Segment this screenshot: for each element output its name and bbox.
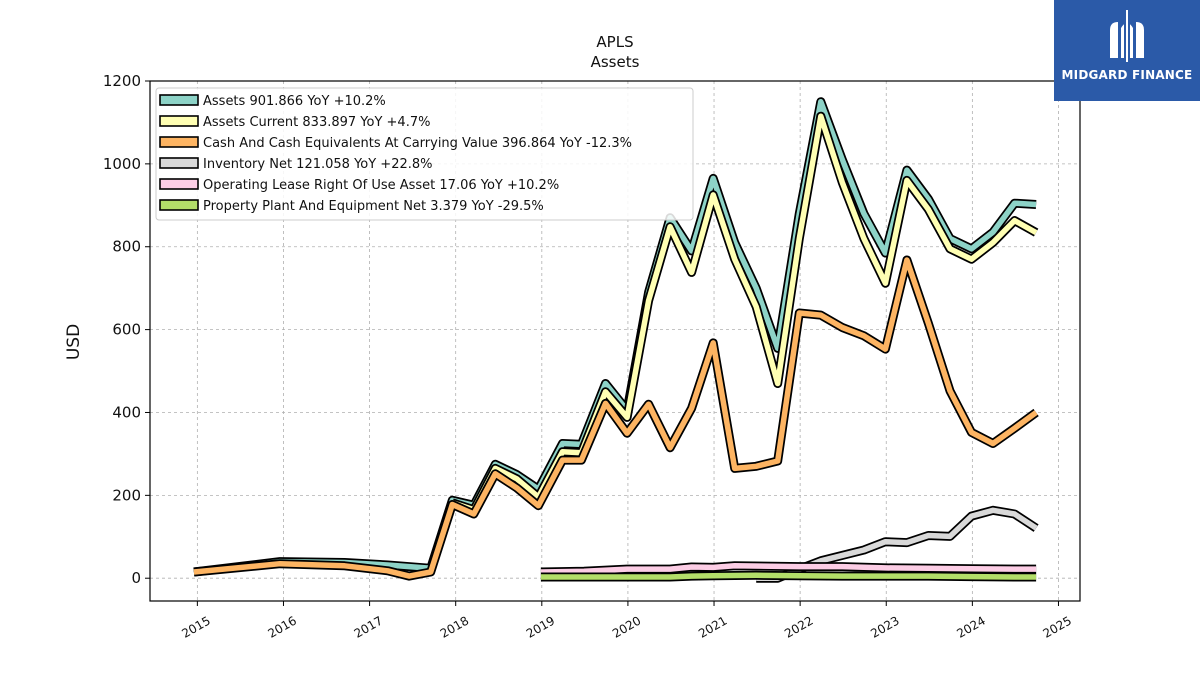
chart-title: APLS xyxy=(596,33,633,51)
x-tick-label: 2020 xyxy=(610,613,643,640)
legend-entry: Cash And Cash Equivalents At Carrying Va… xyxy=(203,136,632,151)
legend-swatch xyxy=(159,178,199,190)
legend-entry: Operating Lease Right Of Use Asset 17.06… xyxy=(203,178,559,193)
legend-swatch xyxy=(159,94,199,106)
legend-box xyxy=(155,87,694,221)
x-tick-label: 2018 xyxy=(438,613,471,640)
series-4 xyxy=(540,561,1037,577)
legend-entry: Property Plant And Equipment Net 3.379 Y… xyxy=(203,199,544,214)
series-line xyxy=(540,563,1037,575)
legend: Assets 901.866 YoY +10.2% Assets Current … xyxy=(155,87,694,221)
series-line xyxy=(540,572,1037,580)
y-tick-label: 600 xyxy=(112,321,141,339)
series-line xyxy=(193,257,1038,579)
legend-swatch xyxy=(159,199,199,211)
chart-subtitle: Assets xyxy=(591,53,640,71)
x-tick-label: 2015 xyxy=(179,613,212,640)
logo-text: MIDGARD FINANCE xyxy=(1061,68,1193,82)
legend-entry: Inventory Net 121.058 YoY +22.8% xyxy=(203,157,433,172)
series-layer xyxy=(193,97,1039,583)
legend-swatch xyxy=(159,115,199,127)
legend-swatch xyxy=(159,157,199,169)
x-tick-label: 2017 xyxy=(352,613,385,640)
x-tick-label: 2023 xyxy=(868,613,901,640)
x-tick-label: 2022 xyxy=(782,613,815,640)
y-tick-label: 1000 xyxy=(103,155,141,173)
y-tick-label: 0 xyxy=(131,569,141,587)
x-tick-label: 2025 xyxy=(1041,613,1074,640)
x-tick-label: 2024 xyxy=(954,613,987,640)
plot-frame xyxy=(149,80,1081,602)
legend-swatch xyxy=(159,136,199,148)
legend-entry: Assets Current 833.897 YoY +4.7% xyxy=(203,115,430,130)
legend-entry: Assets 901.866 YoY +10.2% xyxy=(203,94,386,109)
x-tick-label: 2016 xyxy=(266,613,299,640)
y-tick-label: 400 xyxy=(112,403,141,421)
x-tick-label: 2021 xyxy=(696,613,729,640)
brand-logo: MIDGARD FINANCE xyxy=(1054,0,1200,101)
series-2 xyxy=(193,255,1039,581)
y-axis-label: USD xyxy=(64,324,84,360)
y-tick-label: 800 xyxy=(112,238,141,256)
y-tick-label: 1200 xyxy=(103,72,141,90)
midgard-finance-logo-icon xyxy=(1110,10,1144,62)
series-5 xyxy=(540,570,1037,582)
x-tick-label: 2019 xyxy=(524,613,557,640)
y-tick-label: 200 xyxy=(112,486,141,504)
